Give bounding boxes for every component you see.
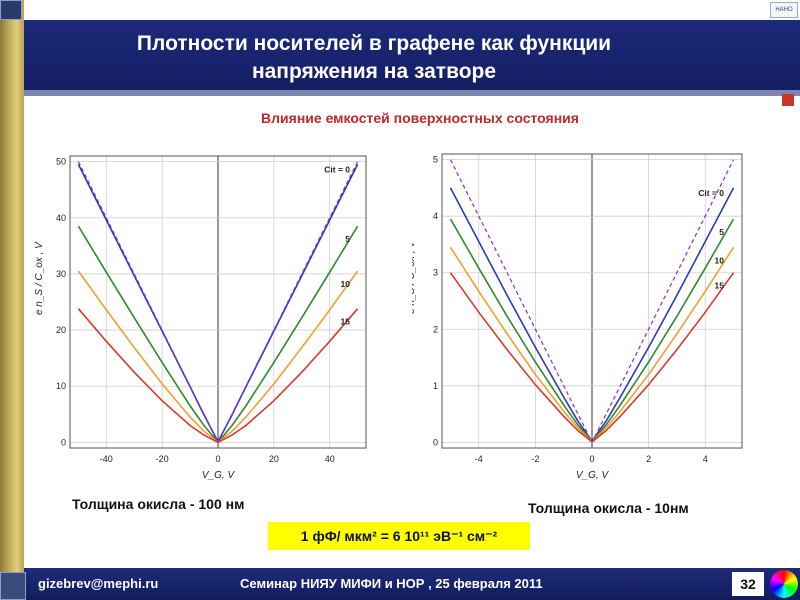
y-tick-label: 2 bbox=[433, 324, 438, 334]
y-tick-label: 5 bbox=[433, 155, 438, 165]
title-stripe bbox=[24, 90, 800, 96]
formula-box: 1 фФ/ мкм² = 6 10¹¹ эВ⁻¹ см⁻² bbox=[268, 522, 530, 550]
caption-left: Толщина окисла - 100 нм bbox=[72, 496, 245, 512]
page-title-line2: напряжения на затворе bbox=[251, 60, 497, 83]
curve-label: Cit = 0 bbox=[324, 164, 350, 174]
x-tick-label: 40 bbox=[325, 454, 335, 464]
nano-logo: НАНО bbox=[770, 2, 798, 18]
chart-right-container: -4 -2 0 2 4 0 1 2 3 4 5 V_G, V e n_S / C_ox , V Cit =… bbox=[406, 146, 762, 495]
plot-frame bbox=[441, 153, 743, 449]
x-tick-label: -20 bbox=[156, 454, 169, 464]
x-tick-label: -4 bbox=[475, 454, 483, 464]
footer-seminar: Семинар НИЯУ МИФИ и НОР , 25 февраля 201… bbox=[240, 576, 543, 591]
y-tick-label: 30 bbox=[56, 269, 66, 279]
left-decor-bar bbox=[0, 0, 24, 600]
series-line-reference bbox=[449, 159, 735, 444]
x-axis-label: V_G, V bbox=[202, 470, 236, 481]
y-tick-label: 4 bbox=[433, 211, 438, 221]
red-accent-square bbox=[782, 94, 794, 106]
x-tick-label: -40 bbox=[100, 454, 113, 464]
curve-label: Cit = 0 bbox=[698, 188, 724, 198]
curve-label: 5 bbox=[345, 234, 350, 244]
y-tick-label: 0 bbox=[433, 437, 438, 447]
x-tick-label: 0 bbox=[589, 454, 594, 464]
chart-left: -40 -20 0 20 40 0 10 20 30 40 50 V_G, V e n_S / C_ox… bbox=[34, 155, 367, 481]
y-tick-label: 3 bbox=[433, 268, 438, 278]
y-tick-label: 40 bbox=[56, 213, 66, 223]
page-title: Плотности носителей в графене как функци… bbox=[24, 30, 724, 86]
curve-label: 10 bbox=[715, 255, 725, 265]
x-tick-label: -2 bbox=[531, 454, 539, 464]
footer-email[interactable]: gizebrev@mephi.ru bbox=[38, 576, 159, 591]
curve-label: 10 bbox=[341, 279, 351, 289]
title-band bbox=[24, 20, 800, 96]
y-tick-label: 0 bbox=[61, 437, 66, 447]
y-axis-label: e n_S / C_ox , V bbox=[34, 241, 45, 315]
curve-label: 15 bbox=[341, 317, 351, 327]
y-tick-label: 1 bbox=[433, 381, 438, 391]
y-axis-label: e n_S / C_ox , V bbox=[412, 240, 417, 314]
y-tick-label: 20 bbox=[56, 325, 66, 335]
x-tick-label: 20 bbox=[269, 454, 279, 464]
x-axis-label: V_G, V bbox=[576, 470, 610, 481]
chart-left-container: -40 -20 0 20 40 0 10 20 30 40 50 V_G, V e n_S / C_ox… bbox=[30, 148, 380, 493]
bottom-left-logo bbox=[0, 572, 26, 600]
plot-frame bbox=[69, 155, 367, 449]
color-wheel-icon bbox=[770, 570, 798, 598]
page-number: 32 bbox=[732, 572, 764, 596]
top-left-logo bbox=[0, 0, 22, 20]
curve-label: 15 bbox=[715, 281, 725, 291]
chart-right: -4 -2 0 2 4 0 1 2 3 4 5 V_G, V e n_S / C_ox , V Cit =… bbox=[406, 153, 743, 481]
caption-right: Толщина окисла - 10нм bbox=[528, 500, 689, 516]
subtitle: Влияние емкостей поверхностных состояния bbox=[261, 110, 579, 126]
x-tick-label: 4 bbox=[703, 454, 708, 464]
series-line-15 bbox=[77, 308, 359, 444]
x-tick-label: 2 bbox=[646, 454, 651, 464]
footer-bar bbox=[24, 568, 800, 600]
curve-label: 5 bbox=[719, 227, 724, 237]
y-tick-label: 10 bbox=[56, 381, 66, 391]
x-tick-label: 0 bbox=[215, 454, 220, 464]
y-tick-label: 50 bbox=[56, 157, 66, 167]
page-title-line1: Плотности носителей в графене как функци… bbox=[136, 32, 612, 55]
